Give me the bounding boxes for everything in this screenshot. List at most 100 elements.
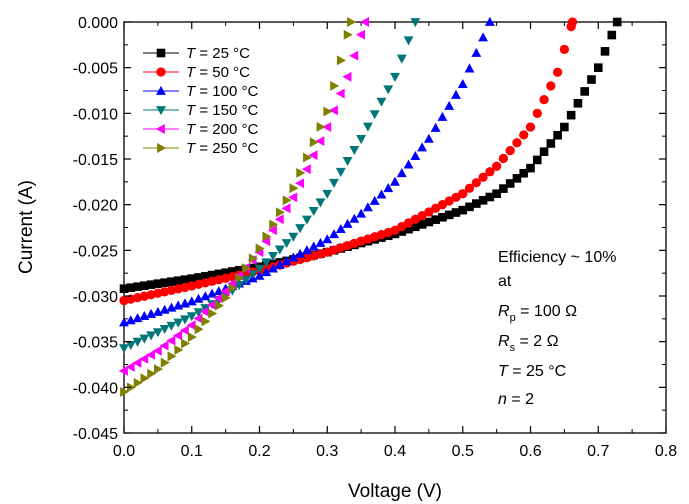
data-point bbox=[593, 63, 603, 72]
data-point bbox=[207, 270, 217, 280]
data-point bbox=[567, 17, 578, 27]
data-point bbox=[301, 164, 311, 175]
data-point bbox=[180, 275, 190, 284]
data-point bbox=[451, 89, 461, 99]
data-point bbox=[133, 377, 143, 388]
data-point bbox=[404, 224, 413, 234]
legend-item-1: T = 50 °C bbox=[143, 64, 250, 81]
data-point bbox=[228, 267, 237, 276]
data-point bbox=[132, 357, 142, 368]
data-point bbox=[167, 277, 176, 286]
legend-label: T = 250 °C bbox=[186, 140, 258, 157]
data-point bbox=[458, 189, 468, 199]
y-tick-label: -0.030 bbox=[73, 289, 118, 306]
data-point bbox=[186, 296, 197, 306]
data-point bbox=[383, 183, 394, 193]
data-point bbox=[126, 283, 136, 292]
data-point bbox=[154, 364, 164, 375]
annotation-rp: Rp = 100 Ω bbox=[498, 303, 577, 324]
data-point bbox=[140, 281, 149, 290]
data-point bbox=[335, 88, 345, 99]
x-tick-label: 0.7 bbox=[587, 443, 609, 460]
x-tick-label: 0.4 bbox=[384, 443, 406, 460]
y-axis-title: Current (A) bbox=[16, 180, 37, 274]
data-point bbox=[146, 280, 156, 289]
data-point bbox=[193, 313, 203, 324]
data-point bbox=[295, 224, 306, 234]
data-point bbox=[458, 205, 468, 215]
data-point bbox=[532, 155, 542, 165]
data-point bbox=[261, 236, 271, 247]
data-point bbox=[417, 142, 428, 152]
data-point bbox=[498, 153, 509, 164]
legend-marker bbox=[156, 48, 166, 58]
data-point bbox=[485, 167, 495, 177]
data-point bbox=[119, 344, 129, 354]
data-point bbox=[471, 178, 481, 188]
data-point bbox=[410, 18, 421, 28]
data-point bbox=[526, 163, 535, 173]
data-point bbox=[457, 78, 468, 88]
data-point bbox=[410, 150, 421, 160]
data-point bbox=[546, 81, 556, 91]
legend-item-2: T = 100 °C bbox=[143, 83, 258, 100]
data-point bbox=[376, 97, 387, 107]
data-point bbox=[444, 210, 454, 220]
legend-marker bbox=[156, 85, 166, 95]
data-point bbox=[261, 258, 272, 268]
data-point bbox=[125, 361, 135, 372]
data-point bbox=[478, 172, 488, 182]
legend-label: T = 50 °C bbox=[186, 64, 250, 81]
x-tick-label: 0.8 bbox=[655, 443, 677, 460]
data-point bbox=[478, 195, 488, 205]
data-point bbox=[328, 105, 338, 116]
legend-label: T = 150 °C bbox=[186, 102, 258, 119]
data-point bbox=[174, 344, 184, 355]
data-point bbox=[410, 214, 420, 224]
data-point bbox=[301, 215, 312, 225]
data-point bbox=[437, 111, 448, 121]
data-point bbox=[356, 208, 367, 218]
annotation-ideality: n = 2 bbox=[498, 391, 534, 408]
data-point bbox=[275, 207, 285, 218]
data-point bbox=[167, 351, 177, 362]
data-point bbox=[464, 63, 475, 73]
data-point bbox=[274, 259, 285, 269]
data-point bbox=[342, 156, 353, 166]
data-point bbox=[200, 291, 211, 301]
data-point bbox=[343, 29, 353, 40]
data-point bbox=[356, 135, 367, 145]
series-2 bbox=[119, 16, 495, 327]
data-point bbox=[430, 122, 441, 132]
data-point bbox=[288, 192, 298, 203]
x-axis: 0.0 0.1 0.2 0.3 0.4 0.5 0.6 0.7 0.8 bbox=[113, 22, 677, 460]
data-point bbox=[499, 184, 508, 193]
data-point bbox=[397, 221, 407, 232]
data-point bbox=[120, 386, 130, 397]
data-point bbox=[288, 252, 299, 262]
data-point bbox=[424, 207, 434, 217]
data-point bbox=[553, 130, 562, 140]
data-point bbox=[397, 227, 407, 236]
data-point bbox=[349, 145, 360, 156]
data-point bbox=[160, 278, 169, 287]
data-point bbox=[207, 288, 218, 298]
data-point bbox=[335, 223, 346, 234]
data-point bbox=[464, 183, 475, 193]
y-tick-label: -0.015 bbox=[73, 152, 118, 169]
data-point bbox=[139, 353, 149, 364]
data-point bbox=[349, 213, 360, 223]
data-point bbox=[125, 340, 136, 351]
data-point bbox=[220, 286, 230, 297]
data-point bbox=[166, 321, 177, 331]
data-point bbox=[396, 54, 407, 64]
legend-marker bbox=[157, 143, 167, 153]
data-point bbox=[505, 179, 515, 188]
data-point bbox=[281, 239, 292, 249]
data-point bbox=[221, 268, 230, 278]
data-point bbox=[139, 334, 150, 344]
data-point bbox=[295, 248, 306, 258]
legend-marker bbox=[156, 106, 166, 116]
data-point bbox=[254, 270, 265, 280]
